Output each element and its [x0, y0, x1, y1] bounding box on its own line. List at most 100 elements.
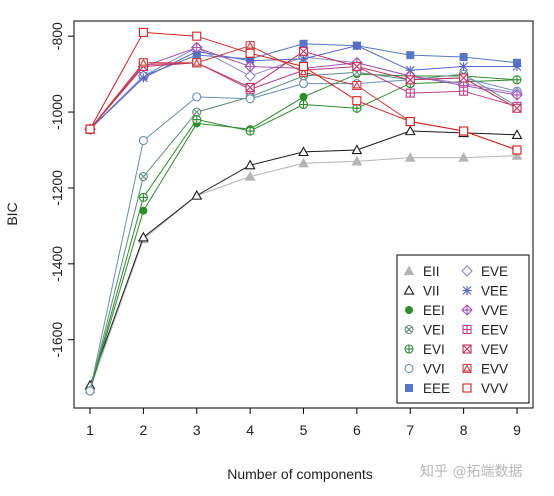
legend-label-eve: EVE [481, 264, 508, 279]
data-point-evi [245, 126, 255, 136]
data-point-evi [512, 75, 522, 85]
data-point-vii [244, 159, 256, 170]
legend-marker-vev [462, 344, 472, 354]
x-tick-label: 8 [460, 422, 468, 438]
data-point-evi [298, 99, 309, 110]
legend-marker-evi [404, 344, 414, 354]
data-point-vvv [352, 96, 362, 106]
data-point-vvv [298, 61, 309, 72]
legend-label-eii: EII [423, 264, 440, 279]
data-point-vvv [245, 48, 255, 58]
y-tick-label: -1200 [49, 170, 65, 206]
data-point-vii [404, 125, 416, 136]
data-point-vev [298, 46, 309, 56]
legend-marker-vee [462, 286, 472, 295]
data-point-eii [511, 150, 523, 160]
legend-marker-eei [405, 306, 413, 314]
data-point-eev [459, 86, 469, 96]
legend-marker-vei [404, 324, 414, 335]
legend-label-vvi: VVI [423, 362, 445, 377]
legend-marker-eve [461, 265, 473, 277]
data-point-vev [245, 82, 255, 92]
data-point-vvv [459, 126, 469, 136]
data-point-vee [512, 62, 522, 72]
watermark-text: 知乎 @拓端数据 [420, 463, 522, 480]
data-point-eii [244, 171, 256, 181]
data-point-vvv [405, 116, 415, 127]
data-point-vee [352, 41, 362, 51]
data-point-vii [511, 129, 523, 139]
data-point-evv [192, 58, 202, 68]
legend-marker-vii [403, 284, 415, 295]
legend-label-evv: EVV [481, 362, 508, 377]
data-point-vev [512, 103, 522, 113]
data-point-eee [406, 51, 415, 60]
series-layer [84, 27, 523, 396]
data-point-vii [191, 189, 203, 200]
legend-label-vve: VVE [481, 303, 508, 318]
legend-label-eev: EEV [481, 323, 508, 338]
data-point-vvi [245, 94, 255, 104]
x-tick-label: 2 [139, 422, 147, 438]
data-point-vvv [512, 145, 522, 155]
data-point-vvi [138, 135, 148, 146]
data-point-eei [299, 92, 308, 101]
x-tick-label: 6 [353, 422, 361, 438]
data-point-vve [244, 60, 256, 73]
data-point-vei [192, 107, 202, 117]
legend-label-vvv: VVV [481, 381, 508, 396]
y-tick-label: -1000 [49, 94, 65, 130]
data-point-eee [459, 53, 468, 62]
legend-marker-vvv [462, 383, 472, 393]
legend-label-vei: VEI [423, 323, 445, 338]
data-point-eii [351, 155, 363, 166]
data-point-vii [137, 231, 149, 242]
data-point-vee [459, 62, 469, 72]
x-tick-label: 3 [193, 422, 201, 438]
data-point-evv [138, 58, 148, 68]
data-point-vei [138, 172, 148, 182]
data-point-evi [192, 115, 202, 125]
legend-marker-vvi [404, 363, 414, 374]
data-point-vee [299, 54, 308, 64]
data-point-evv [352, 80, 362, 91]
x-tick-label: 4 [246, 422, 254, 438]
data-point-vev [459, 73, 469, 83]
x-tick-label: 7 [406, 422, 414, 438]
data-point-vev [352, 61, 362, 72]
data-point-eii [298, 157, 309, 168]
data-point-vii [351, 144, 363, 155]
data-point-vvi [298, 79, 309, 89]
data-point-eei [139, 206, 148, 215]
data-point-vii [298, 146, 309, 157]
data-point-eii [404, 152, 416, 162]
x-axis: 1 2 3 4 5 6 7 8 9 [86, 408, 521, 438]
x-axis-title: Number of components [227, 466, 373, 482]
data-point-vve [190, 41, 203, 54]
y-tick-label: -1600 [49, 322, 65, 358]
x-tick-label: 1 [86, 422, 94, 438]
legend-label-vii: VII [423, 284, 440, 299]
data-point-vvv [138, 27, 148, 37]
legend-marker-vve [461, 304, 473, 316]
data-point-vvi [85, 386, 95, 396]
x-tick-label: 5 [300, 422, 308, 438]
y-axis: -800 -1000 -1200 -1400 -1600 [49, 22, 74, 358]
data-point-eii [458, 152, 469, 162]
y-tick-label: -800 [49, 22, 65, 50]
y-tick-label: -1400 [49, 246, 65, 282]
data-point-eee [299, 39, 308, 48]
data-point-evi [138, 192, 148, 202]
data-point-vvi [192, 92, 202, 102]
legend-label-eee: EEE [423, 381, 450, 396]
y-axis-title: BIC [4, 202, 20, 225]
legend-label-evi: EVI [423, 342, 445, 357]
legend-label-eei: EEI [423, 303, 445, 318]
data-point-eev [405, 88, 415, 98]
legend-label-vev: VEV [481, 342, 508, 357]
data-point-vee [138, 73, 148, 83]
data-point-evi [352, 103, 362, 113]
legend-marker-eee [405, 384, 413, 392]
x-tick-label: 9 [513, 422, 521, 438]
